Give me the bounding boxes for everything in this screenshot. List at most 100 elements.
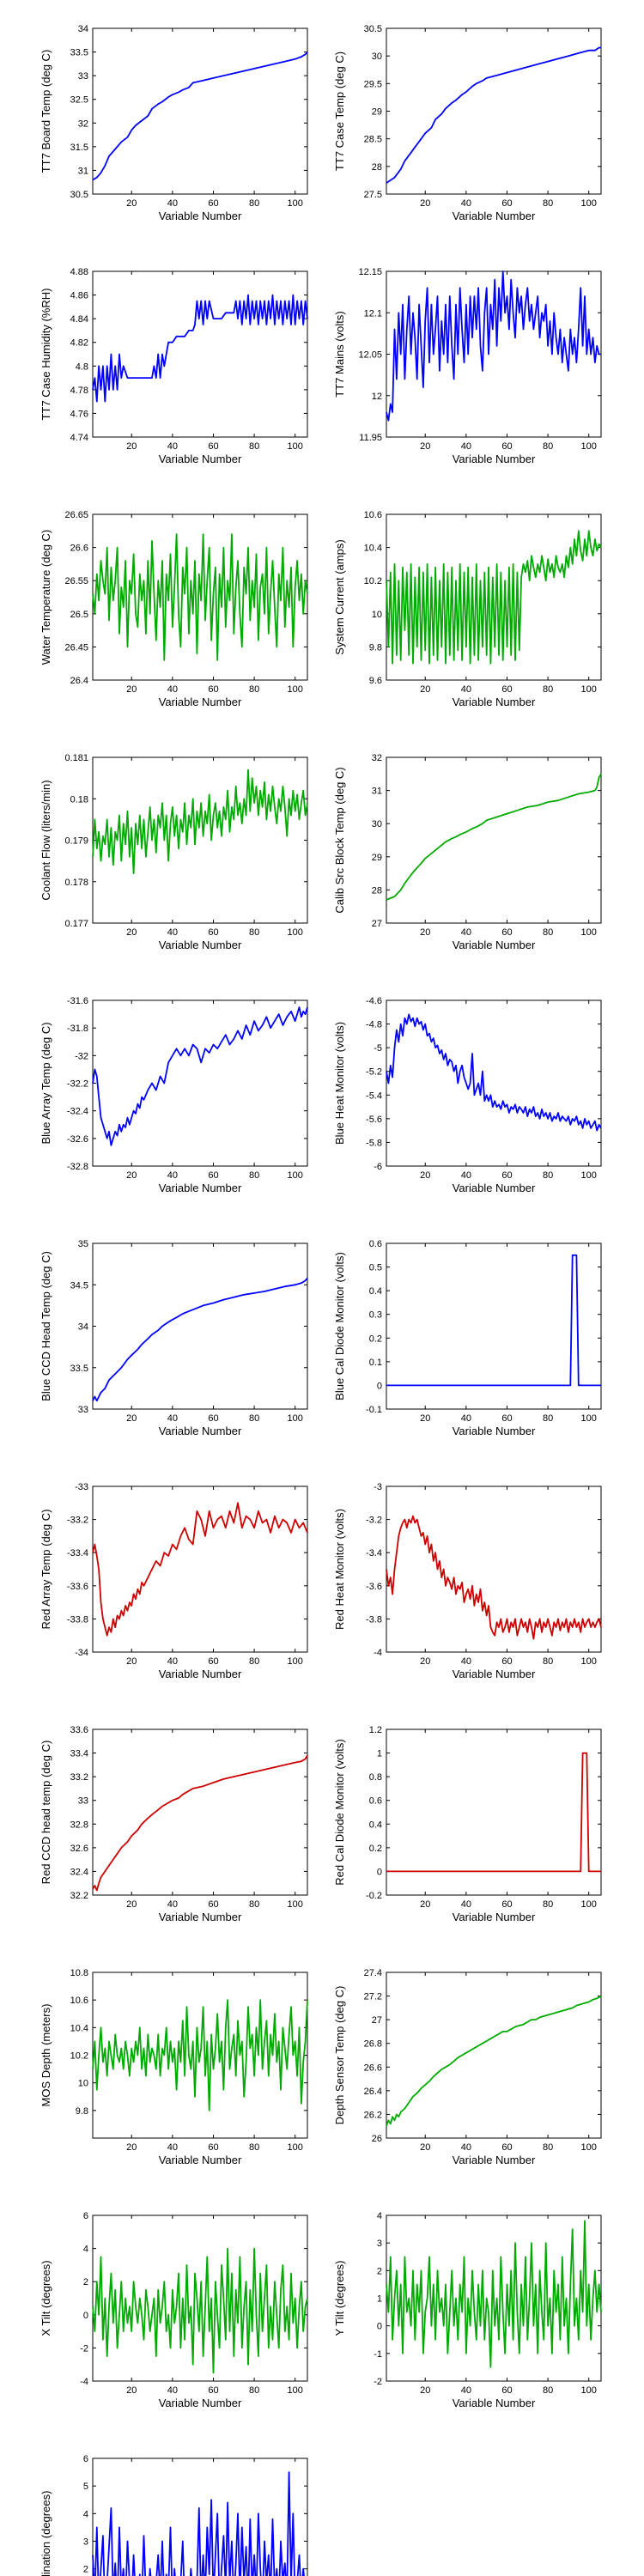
y-axis-label: Blue Array Temp (deg C) — [39, 1022, 52, 1144]
plot-frame — [92, 27, 308, 195]
series-line — [386, 1752, 601, 1873]
y-axis-label: Calib Src Block Temp (deg C) — [333, 767, 346, 913]
y-axis-label: Red Array Temp (deg C) — [39, 1510, 52, 1630]
y-tick-label: -33.6 — [67, 1582, 88, 1592]
x-tick-label: 40 — [167, 684, 178, 695]
y-axis-label: TT7 Case Humidity (%RH) — [39, 289, 52, 421]
y-tick-label: 32.8 — [70, 1820, 88, 1830]
y-tick-label: -33.4 — [67, 1548, 88, 1558]
x-axis-label: Variable Number — [159, 939, 242, 951]
chart-panel: 20 40 60 80 100 -34 -33.8 -33.6 -33.4 -33.2 -33 Var… — [39, 1482, 308, 1680]
y-tick-label: 4 — [377, 2211, 382, 2221]
y-tick-label: 0.3 — [369, 1310, 382, 1321]
y-tick-label: 26 — [372, 2134, 382, 2144]
y-tick-label: -5.8 — [366, 1138, 382, 1148]
x-tick-label: 80 — [249, 684, 259, 695]
y-tick-label: 0.6 — [369, 1796, 382, 1807]
y-tick-label: 10.8 — [70, 1968, 88, 1978]
y-tick-label: -3 — [374, 1482, 382, 1492]
x-tick-label: 80 — [543, 2142, 553, 2153]
x-tick-label: 60 — [208, 1656, 218, 1667]
x-tick-label: 60 — [501, 198, 512, 209]
chart-panel: 20 40 60 80 100 -2 -1 0 1 2 3 4 Variable Number Y Til… — [333, 2211, 602, 2409]
y-tick-label: 0.8 — [369, 1772, 382, 1783]
y-tick-label: -3.8 — [366, 1614, 382, 1625]
x-axis-label: Variable Number — [159, 2397, 242, 2409]
y-tick-label: 4.8 — [76, 361, 88, 372]
x-tick-label: 20 — [126, 198, 137, 209]
x-tick-label: 20 — [126, 441, 137, 452]
y-tick-label: -5.4 — [366, 1091, 382, 1101]
x-tick-label: 80 — [249, 1899, 259, 1910]
y-tick-label: 29 — [372, 107, 382, 118]
chart-panel: 20 40 60 80 100 26 26.2 26.4 26.6 26.8 27 27.2 27.4 V… — [333, 1968, 602, 2166]
y-tick-label: -32.4 — [67, 1107, 88, 1117]
y-axis-label: Inclination (degrees) — [39, 2491, 52, 2576]
series-line — [386, 773, 602, 901]
x-tick-label: 80 — [249, 441, 259, 452]
plot-frame — [386, 1242, 602, 1410]
series-line — [386, 1995, 602, 2127]
y-tick-label: 2 — [377, 2266, 382, 2276]
x-tick-label: 40 — [461, 2385, 471, 2396]
series-line — [386, 1515, 602, 1640]
x-tick-label: 80 — [249, 198, 259, 209]
x-tick-label: 80 — [249, 927, 259, 938]
x-axis-label: Variable Number — [453, 210, 536, 222]
chart-panel: 20 40 60 80 100 -32.8 -32.6 -32.4 -32.2 -32 -31.8 -… — [39, 996, 308, 1194]
y-tick-label: 9.8 — [369, 642, 382, 653]
x-tick-label: 100 — [288, 927, 303, 938]
y-tick-label: 4.74 — [70, 433, 88, 443]
x-tick-label: 60 — [501, 2142, 512, 2153]
x-axis-label: Variable Number — [159, 2154, 242, 2166]
x-tick-label: 100 — [581, 927, 597, 938]
y-tick-label: 4.82 — [70, 338, 88, 349]
plot-frame — [386, 1728, 602, 1896]
y-tick-label: 32 — [372, 753, 382, 763]
y-tick-label: 27.5 — [364, 190, 382, 200]
x-tick-label: 20 — [126, 2385, 137, 2396]
y-tick-label: 10.6 — [70, 1996, 88, 2006]
x-tick-label: 80 — [249, 1413, 259, 1424]
x-tick-label: 60 — [208, 198, 218, 209]
y-tick-label: 12 — [372, 392, 382, 402]
x-tick-label: 60 — [501, 1899, 512, 1910]
x-tick-label: 80 — [543, 1413, 553, 1424]
y-tick-label: -5.2 — [366, 1067, 382, 1078]
x-tick-label: 60 — [501, 2385, 512, 2396]
y-tick-label: 34.5 — [70, 1280, 88, 1291]
y-axis-label: Red Cal Diode Monitor (volts) — [333, 1739, 346, 1886]
y-tick-label: 4.88 — [70, 267, 88, 277]
x-tick-label: 60 — [208, 1413, 218, 1424]
x-axis-label: Variable Number — [453, 1668, 536, 1680]
chart-panel: 204060801000123456Variable NumberInclina… — [39, 2454, 308, 2576]
y-tick-label: 10.2 — [364, 576, 382, 586]
plot-frame — [92, 1485, 308, 1653]
y-tick-label: 29 — [372, 853, 382, 863]
x-tick-label: 20 — [420, 684, 430, 695]
x-tick-label: 20 — [126, 684, 137, 695]
y-tick-label: 27.2 — [364, 1992, 382, 2002]
x-tick-label: 100 — [581, 1170, 597, 1181]
x-tick-label: 80 — [543, 1656, 553, 1667]
y-axis-label: Blue Cal Diode Monitor (volts) — [333, 1252, 346, 1400]
series-line — [386, 46, 601, 184]
y-tick-label: 27 — [372, 919, 382, 929]
chart-panel: 20 40 60 80 100 32.2 32.4 32.6 32.8 33 33.2 33.4 33.… — [39, 1725, 308, 1923]
series-line — [92, 52, 308, 181]
y-tick-label: 26.4 — [364, 2087, 382, 2097]
y-tick-label: -0.1 — [366, 1405, 382, 1415]
y-tick-label: -32.8 — [67, 1162, 88, 1172]
y-tick-label: 33 — [78, 1796, 88, 1807]
x-axis-label: Variable Number — [159, 453, 242, 465]
y-tick-label: 32.5 — [70, 95, 88, 106]
x-tick-label: 20 — [126, 1656, 137, 1667]
x-tick-label: 100 — [288, 684, 303, 695]
x-axis-label: Variable Number — [159, 1182, 242, 1194]
x-tick-label: 80 — [543, 1899, 553, 1910]
x-tick-label: 40 — [167, 2142, 178, 2153]
y-tick-label: 0.5 — [369, 1263, 382, 1273]
y-tick-label: 26.65 — [64, 510, 88, 520]
x-tick-label: 100 — [288, 1413, 303, 1424]
